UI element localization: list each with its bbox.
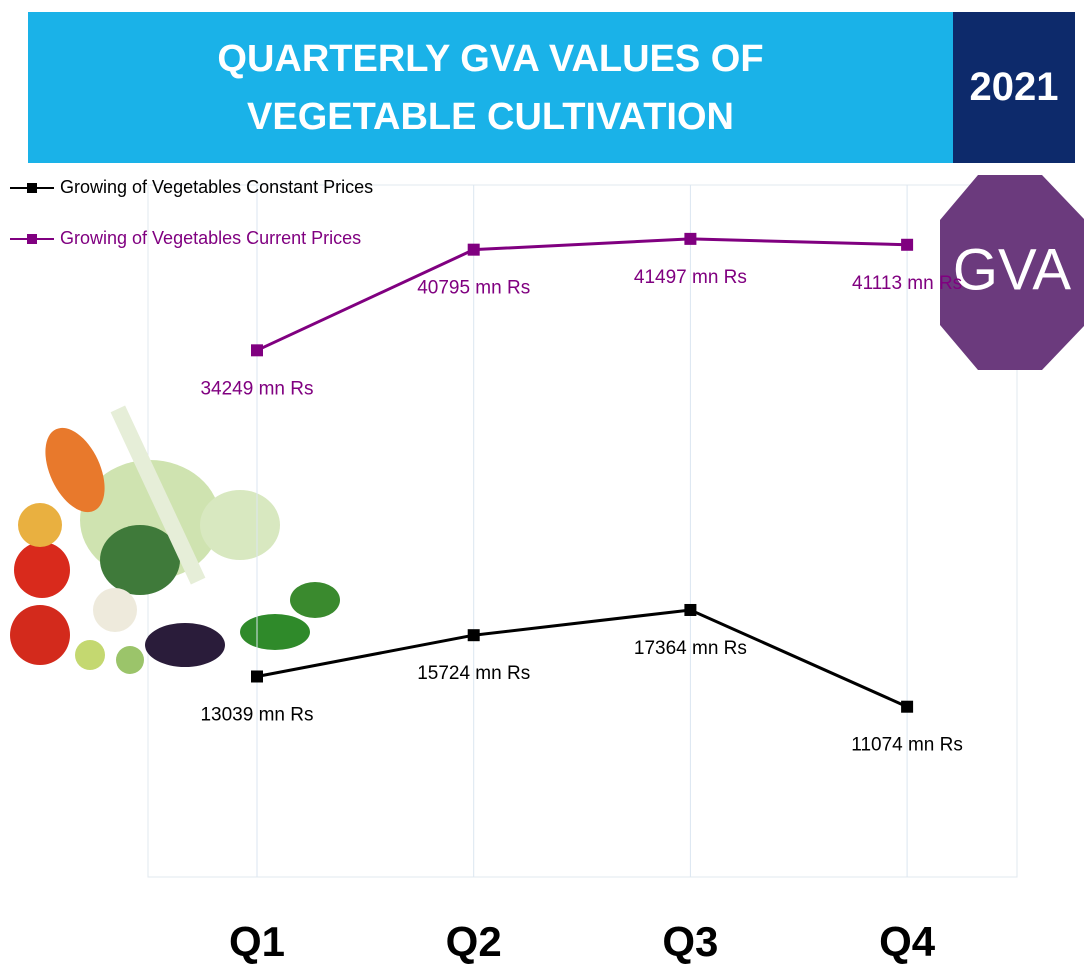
series-line — [257, 239, 907, 350]
point-marker — [684, 604, 696, 616]
data-label: 34249 mn Rs — [200, 378, 313, 399]
x-tick-label: Q3 — [662, 918, 718, 965]
legend-label: Growing of Vegetables Current Prices — [60, 228, 361, 248]
data-label: 15724 mn Rs — [417, 663, 530, 684]
x-tick-label: Q4 — [879, 918, 936, 965]
legend-label: Growing of Vegetables Constant Prices — [60, 177, 373, 197]
vegetables-decoration — [10, 406, 340, 674]
point-marker — [468, 244, 480, 256]
point-marker — [251, 670, 263, 682]
point-marker — [901, 701, 913, 713]
data-label: 11074 mn Rs — [851, 735, 963, 756]
point-marker — [251, 344, 263, 356]
data-label: 40795 mn Rs — [417, 278, 530, 299]
x-tick-label: Q2 — [446, 918, 502, 965]
chart-title: QUARTERLY GVA VALUES OF VEGETABLE CULTIV… — [171, 30, 811, 146]
data-label: 13039 mn Rs — [200, 705, 313, 726]
year-box: 2021 — [953, 12, 1075, 163]
data-label: 41497 mn Rs — [634, 267, 747, 288]
point-marker — [901, 239, 913, 251]
data-label: 41113 mn Rs — [852, 273, 962, 294]
page: GVA Q1 Q2 Q3 Q4 Growing of Vegetables Consta… — [0, 0, 1084, 970]
data-label: 17364 mn Rs — [634, 638, 747, 659]
legend-marker — [27, 183, 37, 193]
point-marker — [468, 629, 480, 641]
series-line — [257, 610, 907, 707]
point-marker — [684, 233, 696, 245]
badge-text: GVA — [953, 237, 1071, 302]
legend-marker — [27, 234, 37, 244]
title-banner: QUARTERLY GVA VALUES OF VEGETABLE CULTIV… — [28, 12, 953, 163]
x-tick-label: Q1 — [229, 918, 285, 965]
